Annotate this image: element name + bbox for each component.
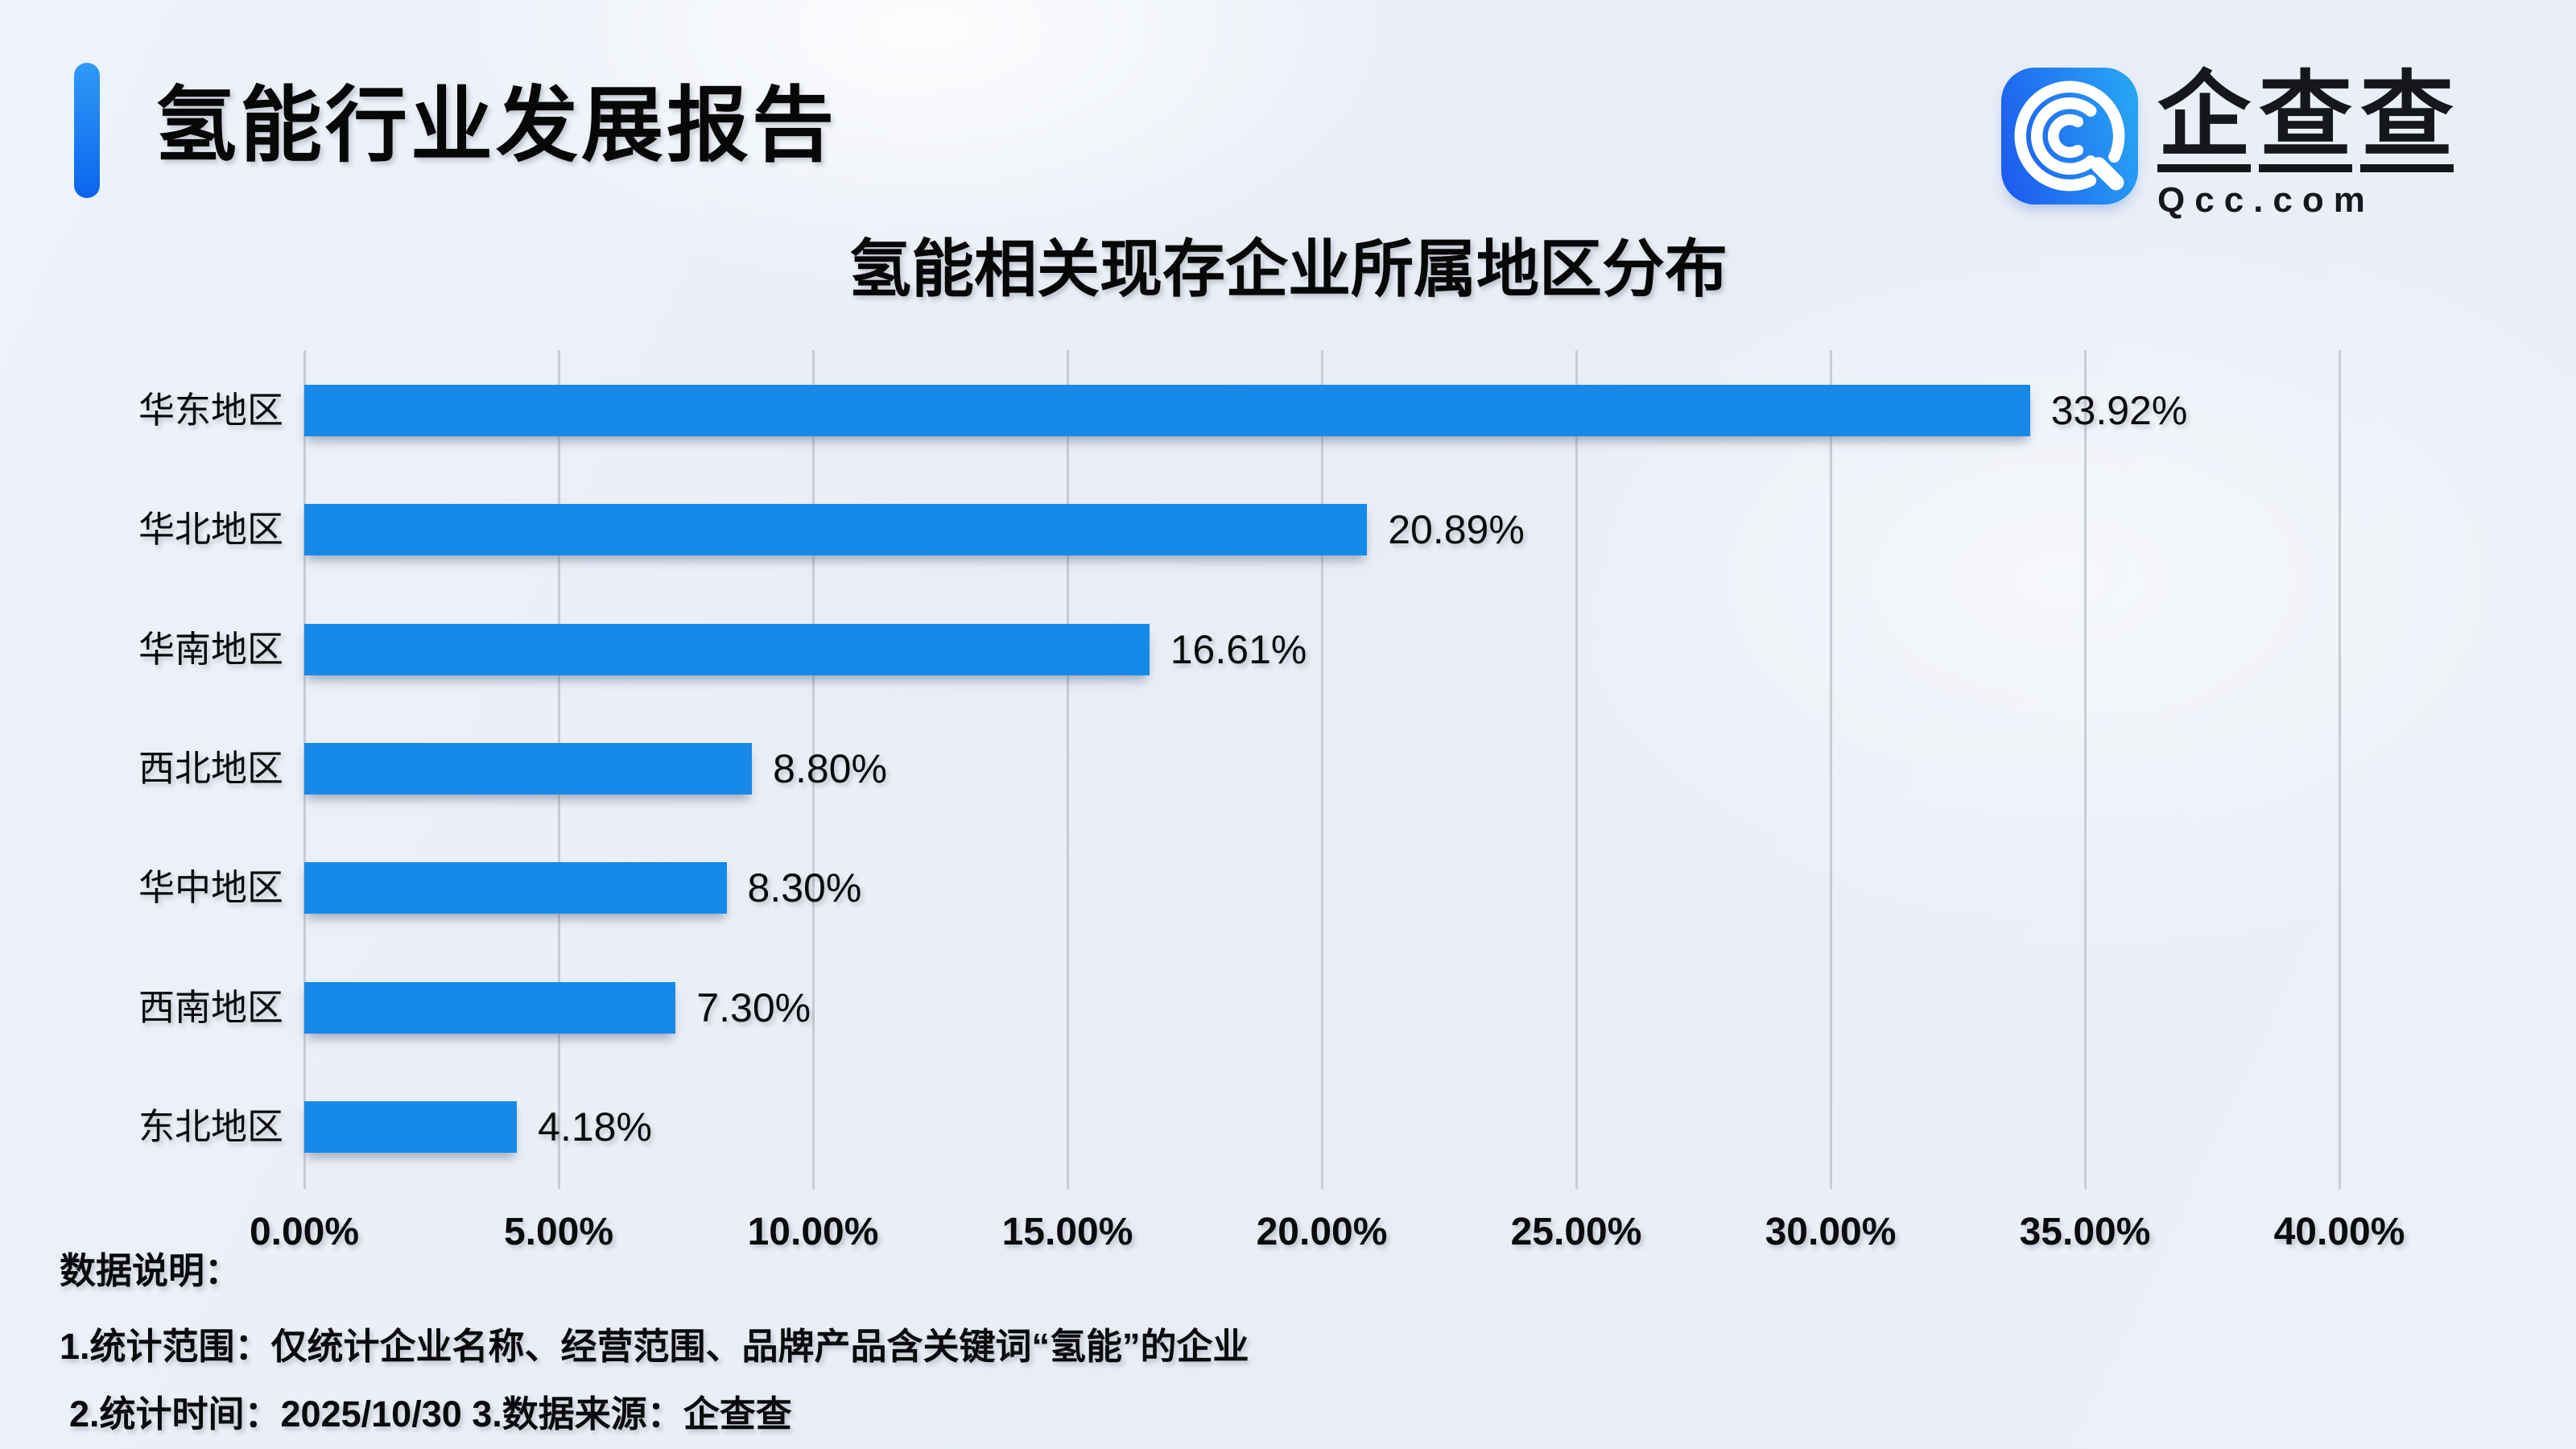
category-label: 东北地区	[138, 1105, 283, 1147]
value-label: 8.80%	[773, 745, 887, 791]
bar	[304, 1100, 518, 1153]
notes-line-1: 1.统计范围：仅统计企业名称、经营范围、品牌产品含关键词“氢能”的企业	[60, 1326, 1249, 1367]
chart-title: 氢能相关现存企业所属地区分布	[848, 233, 1728, 304]
bar-chart-plot-area: 0.00% 5.00% 10.00% 15.00% 20.00% 25.00% 30.00%…	[0, 350, 2576, 1292]
title-accent-bar	[74, 63, 100, 198]
x-tick-label: 25.00%	[1510, 1211, 1642, 1253]
brand-name-cn: 企查查	[2157, 68, 2454, 173]
x-gridline	[1829, 350, 1832, 1189]
x-tick-label: 10.00%	[747, 1211, 879, 1253]
x-tick-label: 5.00%	[503, 1211, 614, 1253]
x-gridline	[2083, 350, 2087, 1189]
value-label: 20.89%	[1388, 507, 1525, 553]
category-label: 华中地区	[138, 867, 283, 909]
bar	[304, 981, 676, 1034]
value-label: 8.30%	[747, 865, 862, 911]
x-gridline	[1320, 350, 1323, 1189]
value-label: 33.92%	[2050, 388, 2188, 433]
x-tick-label: 40.00%	[2273, 1211, 2405, 1253]
brand-char: 查	[2360, 68, 2454, 173]
brand-name-en: Qcc.com	[2157, 180, 2375, 221]
bar	[304, 385, 2030, 436]
x-tick-label: 30.00%	[1765, 1211, 1897, 1253]
category-label: 华南地区	[138, 628, 283, 670]
bar	[304, 862, 727, 914]
bar	[304, 623, 1150, 675]
value-label: 4.18%	[538, 1104, 652, 1150]
notes-heading: 数据说明：	[60, 1250, 242, 1291]
bar	[304, 504, 1368, 556]
category-label: 西北地区	[138, 747, 283, 789]
x-tick-label: 20.00%	[1256, 1211, 1388, 1253]
category-label: 华北地区	[138, 509, 283, 551]
qcc-logo: 企查查 Qcc.com	[2001, 68, 2454, 221]
x-gridline	[1575, 350, 1578, 1189]
qcc-magnifier-icon	[2014, 80, 2125, 192]
category-label: 西南地区	[138, 986, 283, 1028]
value-label: 7.30%	[696, 985, 811, 1030]
x-tick-label: 35.00%	[2019, 1211, 2151, 1253]
x-gridline	[1066, 350, 1069, 1189]
brand-char: 查	[2259, 68, 2352, 173]
brand-text-block: 企查查 Qcc.com	[2157, 68, 2454, 221]
bar	[304, 742, 753, 795]
report-title: 氢能行业发展报告	[155, 80, 837, 171]
value-label: 16.61%	[1170, 626, 1307, 672]
x-tick-label: 15.00%	[1001, 1211, 1133, 1253]
x-gridline	[811, 350, 815, 1189]
brand-char: 企	[2157, 68, 2251, 173]
category-label: 华东地区	[138, 390, 283, 431]
notes-line-2: 2.统计时间：2025/10/30 3.数据来源：企查查	[69, 1393, 792, 1435]
qcc-logo-square	[2001, 68, 2138, 204]
x-gridline	[2338, 350, 2341, 1189]
x-tick-label: 0.00%	[249, 1211, 360, 1253]
